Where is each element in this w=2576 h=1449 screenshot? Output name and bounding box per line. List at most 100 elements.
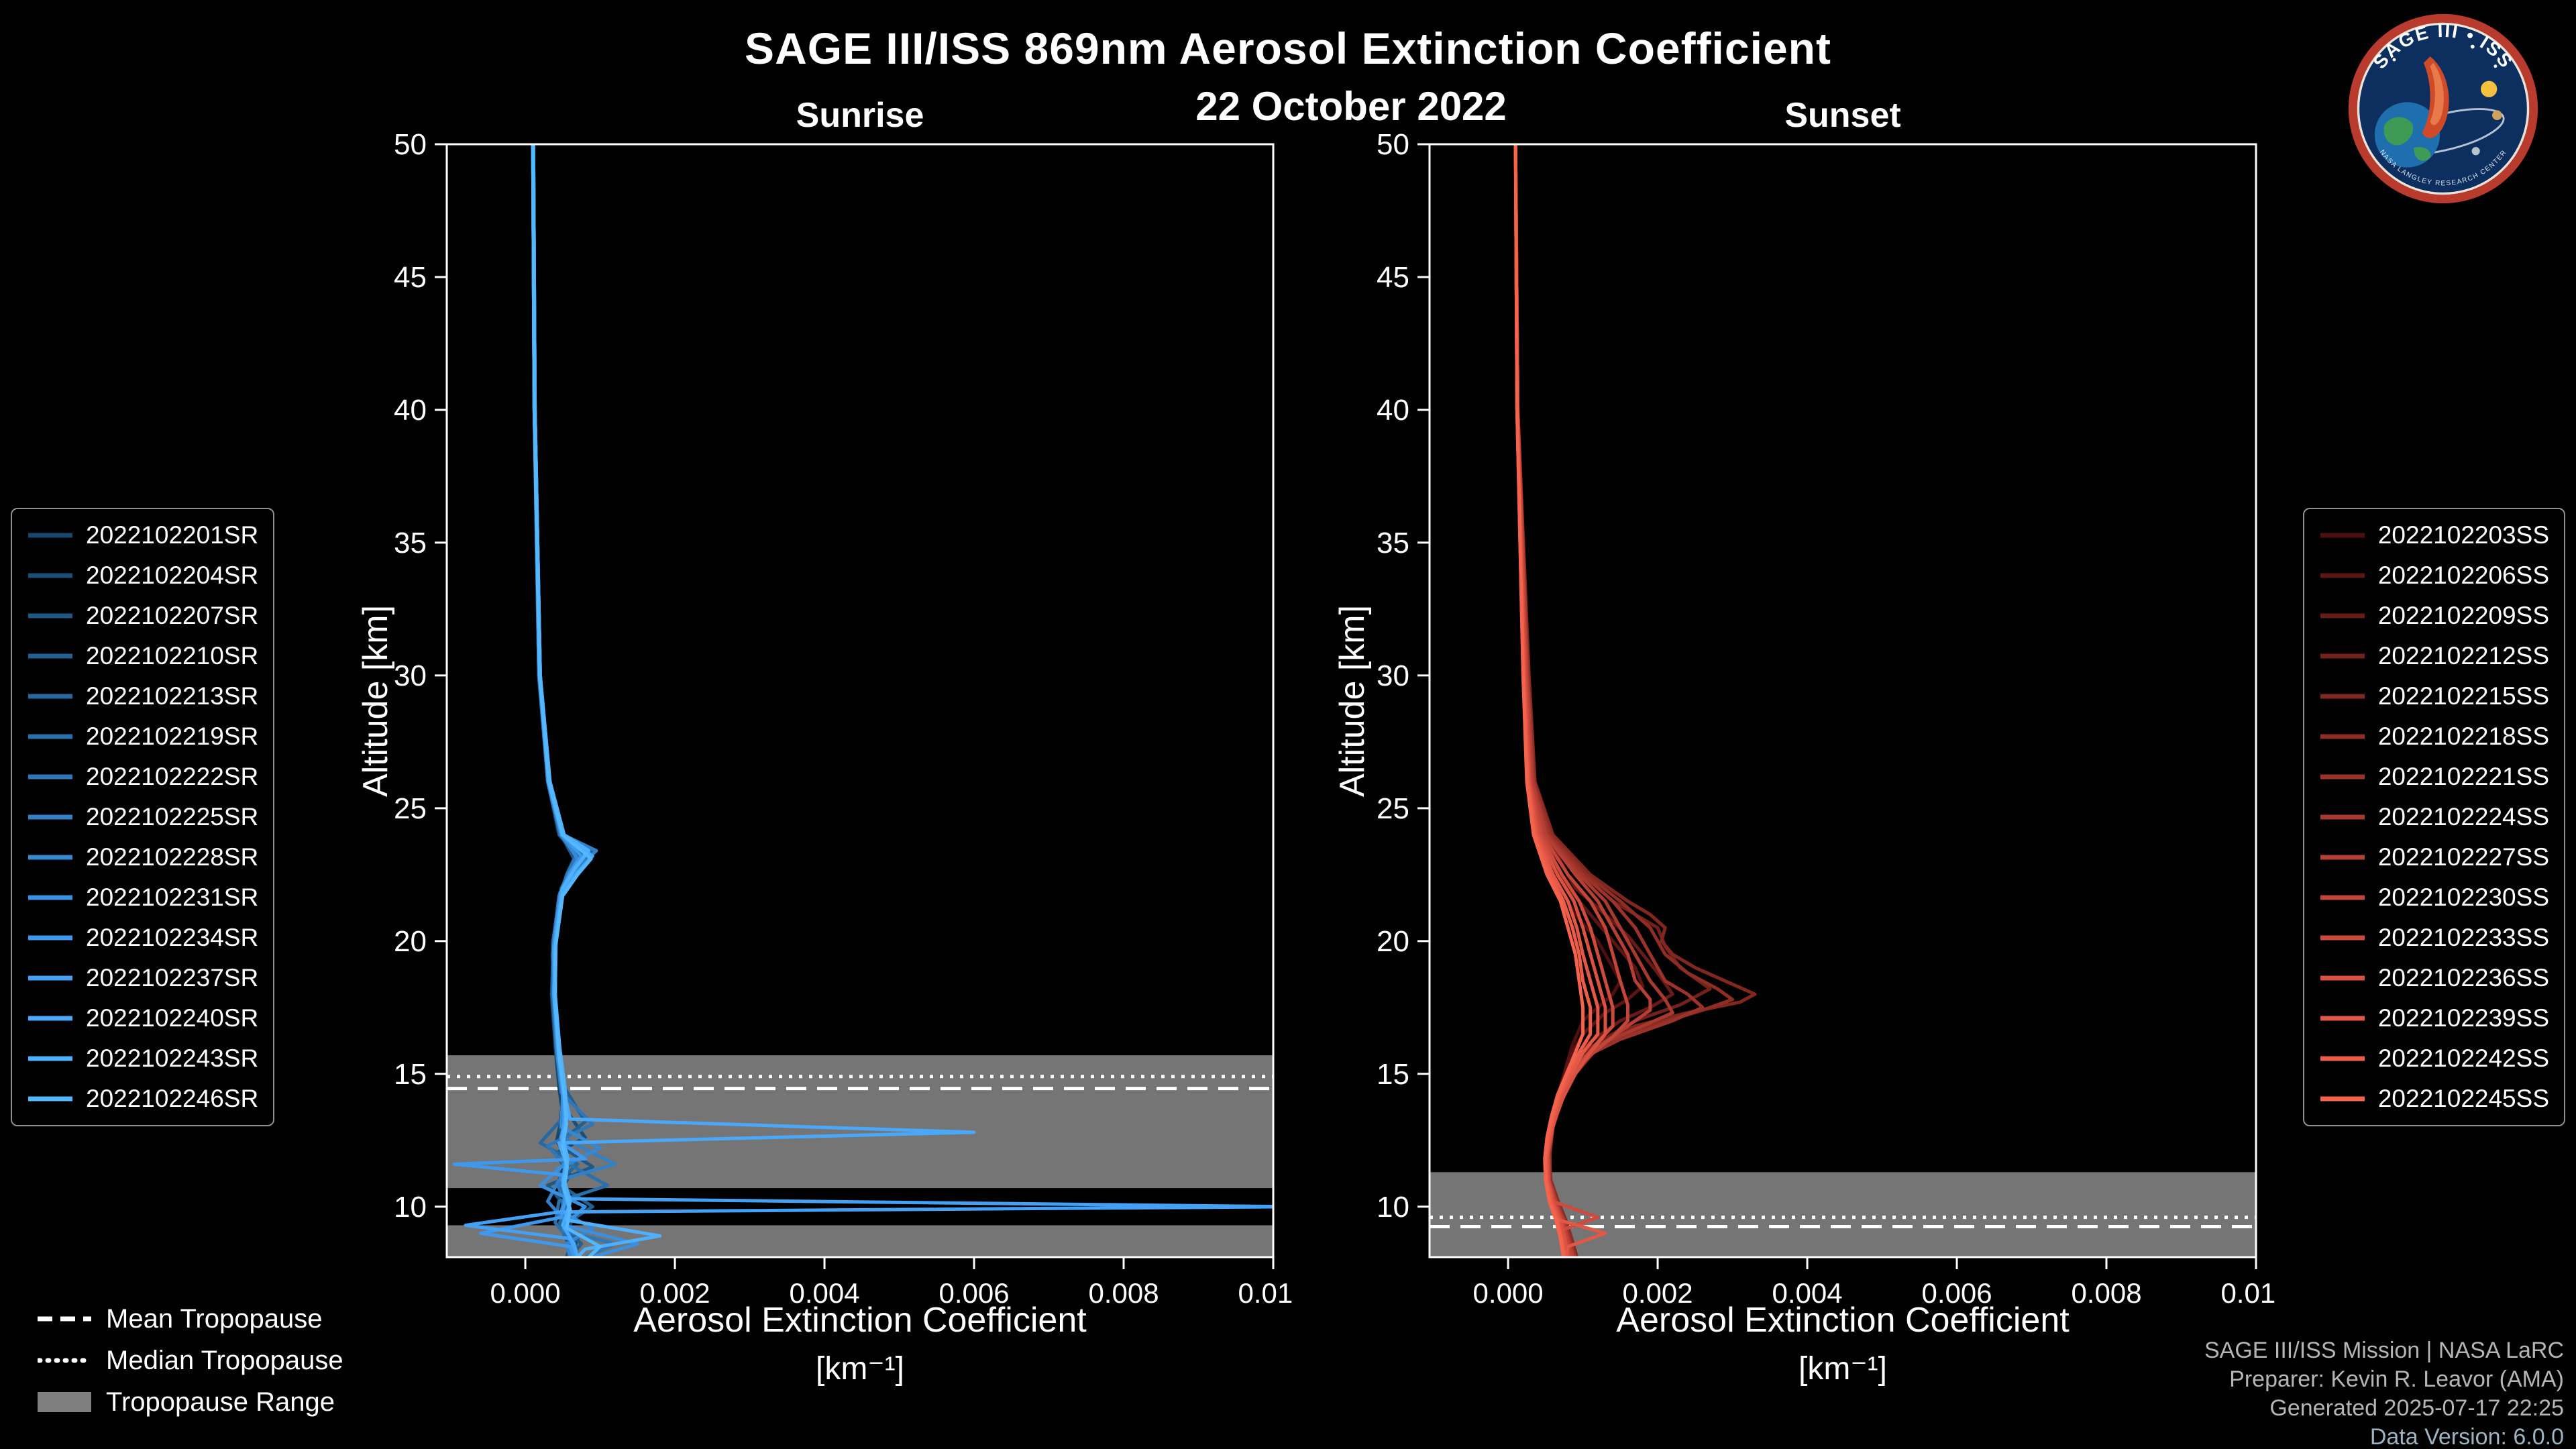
legend-label: 2022102222SR bbox=[86, 763, 259, 790]
sunrise-legend: 2022102201SR 2022102204SR 2022102207SR 2022… bbox=[11, 508, 275, 1126]
legend-item: 2022102203SS bbox=[2319, 520, 2549, 551]
legend-item: 2022102239SS bbox=[2319, 1003, 2549, 1034]
x-tick-label: 0.004 bbox=[789, 1277, 859, 1309]
legend-item-mean-tropopause: Mean Tropopause bbox=[38, 1303, 343, 1335]
legend-label: 2022102207SR bbox=[86, 602, 259, 629]
legend-item: 2022102221SS bbox=[2319, 761, 2549, 792]
x-tick-label: 0.004 bbox=[1772, 1277, 1842, 1309]
planet-icon bbox=[2492, 110, 2502, 121]
profile-2022102215SS bbox=[1513, 144, 1757, 1257]
star-icon bbox=[2392, 58, 2396, 62]
legend-label: 2022102230SS bbox=[2377, 883, 2549, 911]
legend-item: 2022102246SR bbox=[27, 1083, 258, 1114]
legend-item: 2022102237SR bbox=[27, 963, 258, 994]
legend-line-sample bbox=[28, 814, 72, 820]
legend-label: 2022102203SS bbox=[2377, 521, 2549, 549]
y-tick-label: 20 bbox=[394, 925, 427, 958]
dashed-line-sample bbox=[38, 1316, 91, 1322]
x-tick-label: 0.008 bbox=[1088, 1277, 1159, 1309]
y-tick-label: 40 bbox=[1377, 394, 1409, 427]
legend-label: 2022102233SS bbox=[2377, 924, 2549, 951]
legend-line-sample bbox=[28, 1056, 72, 1061]
legend-line-sample bbox=[2320, 855, 2365, 860]
profile-2022102212SS bbox=[1513, 144, 1712, 1257]
legend-item: 2022102210SR bbox=[27, 641, 258, 672]
legend-line-sample bbox=[28, 613, 72, 619]
legend-item: 2022102225SR bbox=[27, 802, 258, 833]
x-tick-label: 0.002 bbox=[639, 1277, 710, 1309]
legend-label: 2022102215SS bbox=[2377, 682, 2549, 710]
legend-item: 2022102242SS bbox=[2319, 1043, 2549, 1074]
y-tick-label: 45 bbox=[394, 261, 427, 294]
tropopause-legend: Mean Tropopause Median Tropopause Tropop… bbox=[38, 1303, 343, 1418]
legend-line-sample bbox=[28, 653, 72, 659]
legend-label: Tropopause Range bbox=[106, 1387, 335, 1417]
star-icon bbox=[2493, 64, 2498, 68]
credits: SAGE III/ISS Mission | NASA LaRC Prepare… bbox=[2204, 1336, 2564, 1449]
legend-label: 2022102227SS bbox=[2377, 843, 2549, 871]
legend-label: 2022102213SR bbox=[86, 682, 259, 710]
y-tick-label: 35 bbox=[394, 527, 427, 559]
sage-iss-mission-patch: SAGE III • ISS NASA LANGLEY RESEARCH CEN… bbox=[2348, 13, 2538, 204]
legend-line-sample bbox=[2320, 1096, 2365, 1102]
legend-line-sample bbox=[2320, 1016, 2365, 1021]
legend-label: 2022102219SR bbox=[86, 722, 259, 750]
legend-line-sample bbox=[2320, 975, 2365, 981]
plot-frame bbox=[1428, 143, 2257, 1258]
panel-title-sunrise: Sunrise bbox=[796, 96, 924, 135]
legend-line-sample bbox=[28, 1016, 72, 1021]
legend-label: 2022102218SS bbox=[2377, 722, 2549, 750]
x-tick-label: 0.006 bbox=[938, 1277, 1009, 1309]
legend-line-sample bbox=[2320, 573, 2365, 578]
legend-line-sample bbox=[28, 895, 72, 900]
legend-line-sample bbox=[2320, 613, 2365, 619]
legend-line-sample bbox=[28, 573, 72, 578]
legend-item: 2022102219SR bbox=[27, 721, 258, 752]
x-axis-label-sunrise: Aerosol Extinction Coefficient bbox=[633, 1301, 1087, 1340]
legend-label: 2022102237SR bbox=[86, 964, 259, 991]
star-icon bbox=[2470, 44, 2475, 49]
legend-line-sample bbox=[28, 774, 72, 780]
profile-2022102224SS bbox=[1513, 144, 1674, 1257]
y-tick-label: 30 bbox=[394, 659, 427, 692]
legend-item: 2022102201SR bbox=[27, 520, 258, 551]
legend-item-tropopause-range: Tropopause Range bbox=[38, 1386, 343, 1418]
legend-item: 2022102245SS bbox=[2319, 1083, 2549, 1114]
y-tick-label: 40 bbox=[394, 394, 427, 427]
legend-label: 2022102231SR bbox=[86, 883, 259, 911]
panel-title-sunset: Sunset bbox=[1784, 96, 1901, 135]
legend-line-sample bbox=[2320, 895, 2365, 900]
legend-item: 2022102231SR bbox=[27, 882, 258, 913]
dotted-line-sample bbox=[38, 1358, 91, 1363]
legend-line-sample bbox=[28, 975, 72, 981]
figure-date: 22 October 2022 bbox=[1195, 84, 1507, 129]
legend-label: 2022102228SR bbox=[86, 843, 259, 871]
profile-2022102246SR bbox=[531, 144, 602, 1257]
profile-2022102230SS bbox=[1513, 144, 1629, 1257]
legend-item: 2022102224SS bbox=[2319, 802, 2549, 833]
y-tick-label: 45 bbox=[1377, 261, 1409, 294]
legend-line-sample bbox=[28, 855, 72, 860]
y-tick-label: 15 bbox=[1377, 1058, 1409, 1091]
x-axis-units-sunset: [km⁻¹] bbox=[1799, 1351, 1887, 1387]
x-tick-label: 0.000 bbox=[1473, 1277, 1544, 1309]
credit-line-version: Data Version: 6.0.0 bbox=[2369, 1424, 2564, 1449]
y-tick-label: 25 bbox=[394, 792, 427, 825]
profile-2022102206SS bbox=[1513, 144, 1645, 1257]
legend-label: Mean Tropopause bbox=[106, 1303, 323, 1334]
profile-2022102209SS bbox=[1513, 144, 1674, 1257]
legend-label: 2022102204SR bbox=[86, 561, 259, 589]
x-tick-label: 0.010 bbox=[2220, 1277, 2275, 1309]
x-tick-label: 0.000 bbox=[490, 1277, 561, 1309]
legend-label: 2022102246SR bbox=[86, 1085, 259, 1112]
legend-item: 2022102233SS bbox=[2319, 922, 2549, 953]
legend-label: 2022102209SS bbox=[2377, 602, 2549, 629]
legend-item: 2022102222SR bbox=[27, 761, 258, 792]
legend-line-sample bbox=[2320, 1056, 2365, 1061]
legend-line-sample bbox=[28, 935, 72, 941]
legend-label: 2022102221SS bbox=[2377, 763, 2549, 790]
legend-label: Median Tropopause bbox=[106, 1345, 343, 1375]
profile-lines bbox=[1513, 144, 1757, 1257]
legend-label: 2022102243SR bbox=[86, 1044, 259, 1072]
y-tick-label: 25 bbox=[1377, 792, 1409, 825]
